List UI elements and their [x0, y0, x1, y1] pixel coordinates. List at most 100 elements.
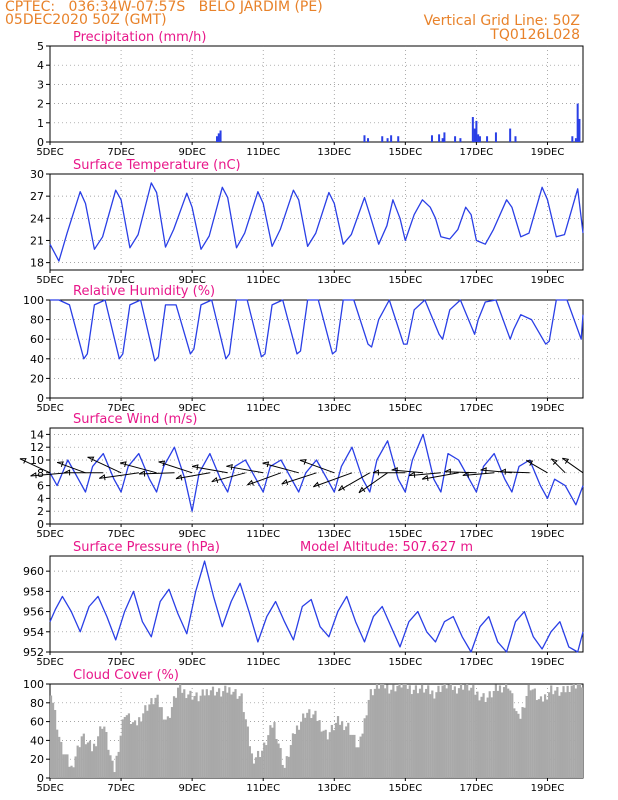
cloud-bar — [347, 722, 350, 778]
ytick-label-wind: 12 — [30, 441, 44, 454]
cloud-bar — [261, 750, 264, 778]
wind-vector-head — [211, 477, 219, 484]
cloud-bar — [474, 694, 477, 778]
cloud-bar — [468, 690, 471, 778]
cloud-bar — [283, 767, 286, 778]
cloud-bar — [435, 692, 438, 778]
cloud-bar — [492, 691, 495, 778]
cloud-bar — [97, 736, 100, 778]
cloud-bar — [359, 736, 362, 778]
cloud-bar — [68, 766, 71, 778]
cloud-bar — [181, 692, 184, 778]
wind-vector-head — [87, 456, 95, 463]
xtick-label-wind: 13DEC — [317, 529, 351, 540]
wind-vector-head — [299, 459, 307, 465]
xtick-label-precip: 13DEC — [317, 147, 351, 158]
cloud-bar — [505, 684, 508, 778]
panel-title-temp: Surface Temperature (nC) — [73, 158, 241, 173]
xtick-label-rh: 17DEC — [460, 403, 494, 414]
cloud-bar — [431, 690, 434, 778]
cloud-bar — [49, 695, 53, 778]
cloud-bar — [328, 732, 331, 778]
cloud-bar — [406, 688, 409, 778]
wind-vector-head — [57, 461, 64, 467]
cloud-bar — [334, 722, 338, 778]
xtick-label-temp: 19DEC — [531, 275, 565, 286]
cloud-bar — [519, 718, 522, 778]
cloud-bar — [156, 694, 159, 778]
cloud-bar — [414, 685, 418, 778]
cloud-bar — [369, 689, 372, 778]
wind-vector — [338, 472, 371, 492]
cloud-bar — [148, 704, 151, 778]
precip-bar — [390, 135, 393, 142]
cloud-bar — [297, 729, 301, 778]
xtick-label-rh: 11DEC — [246, 403, 280, 414]
panel-frame-wind — [49, 427, 584, 525]
ytick-label-press: 956 — [23, 606, 44, 619]
cloud-bar — [271, 727, 274, 778]
cloud-bar — [486, 697, 489, 778]
cloud-bar — [523, 707, 526, 778]
cloud-bar — [80, 736, 83, 778]
precip-bar — [571, 136, 574, 142]
wind-vector — [247, 472, 282, 486]
wind-vector-head — [99, 474, 106, 481]
wind-vector-head — [358, 486, 366, 494]
cloud-bar — [494, 684, 497, 778]
cloud-bar — [564, 692, 567, 778]
xtick-label-temp: 5DEC — [36, 275, 63, 286]
wind-vector — [99, 472, 139, 479]
wind-vector — [226, 465, 264, 474]
ytick-label-temp: 24 — [30, 212, 44, 225]
xtick-label-wind: 5DEC — [36, 529, 63, 540]
cloud-bar — [498, 685, 502, 778]
wind-vector — [262, 462, 299, 474]
cloud-bar — [205, 689, 208, 778]
cloud-bar — [449, 684, 452, 778]
cloud-bar — [109, 755, 112, 778]
cloud-bar — [183, 689, 186, 778]
cloud-bar — [127, 713, 131, 778]
cloud-bar — [345, 726, 348, 778]
ytick-label-temp: 21 — [30, 234, 44, 247]
cloud-bar — [322, 730, 325, 778]
cloud-bar — [306, 712, 309, 778]
cloud-bar — [177, 687, 180, 778]
wind-vector — [119, 462, 157, 474]
cloud-bar — [252, 763, 256, 778]
cloud-bar — [224, 685, 227, 778]
cloud-bar — [234, 689, 237, 778]
cloud-bar — [388, 693, 391, 778]
cloud-bar — [244, 719, 247, 778]
header-model-id: TQ0126L028 — [490, 27, 580, 43]
cloud-bar — [349, 734, 352, 778]
cloud-bar — [123, 716, 126, 778]
cloud-bar — [162, 719, 165, 778]
precip-bar — [514, 136, 517, 142]
cloud-bar — [259, 757, 262, 778]
cloud-bar — [502, 687, 506, 778]
cloud-bar — [371, 695, 374, 778]
cloud-bar — [185, 698, 188, 778]
cloud-bar — [289, 745, 292, 778]
cloud-bar — [254, 757, 258, 778]
xtick-label-temp: 15DEC — [388, 275, 422, 286]
wind-vector-head — [63, 469, 71, 476]
cloud-bar — [133, 720, 137, 778]
wind-vector-head — [262, 461, 270, 468]
cloud-bar — [66, 754, 69, 778]
cloud-bar — [140, 721, 143, 778]
cloud-bar — [330, 724, 333, 778]
ytick-label-precip: 0 — [37, 136, 44, 149]
cloud-bar — [273, 722, 276, 778]
cloud-bar — [150, 698, 153, 778]
cloud-bar — [500, 692, 504, 778]
cloud-bar — [361, 733, 364, 778]
cloud-bar — [64, 754, 67, 778]
header-grid-line: Vertical Grid Line: 50Z — [423, 13, 580, 29]
cloud-bar — [166, 716, 169, 778]
precip-bar — [430, 135, 433, 142]
xtick-label-wind: 15DEC — [388, 529, 422, 540]
cloud-bar — [384, 688, 387, 778]
